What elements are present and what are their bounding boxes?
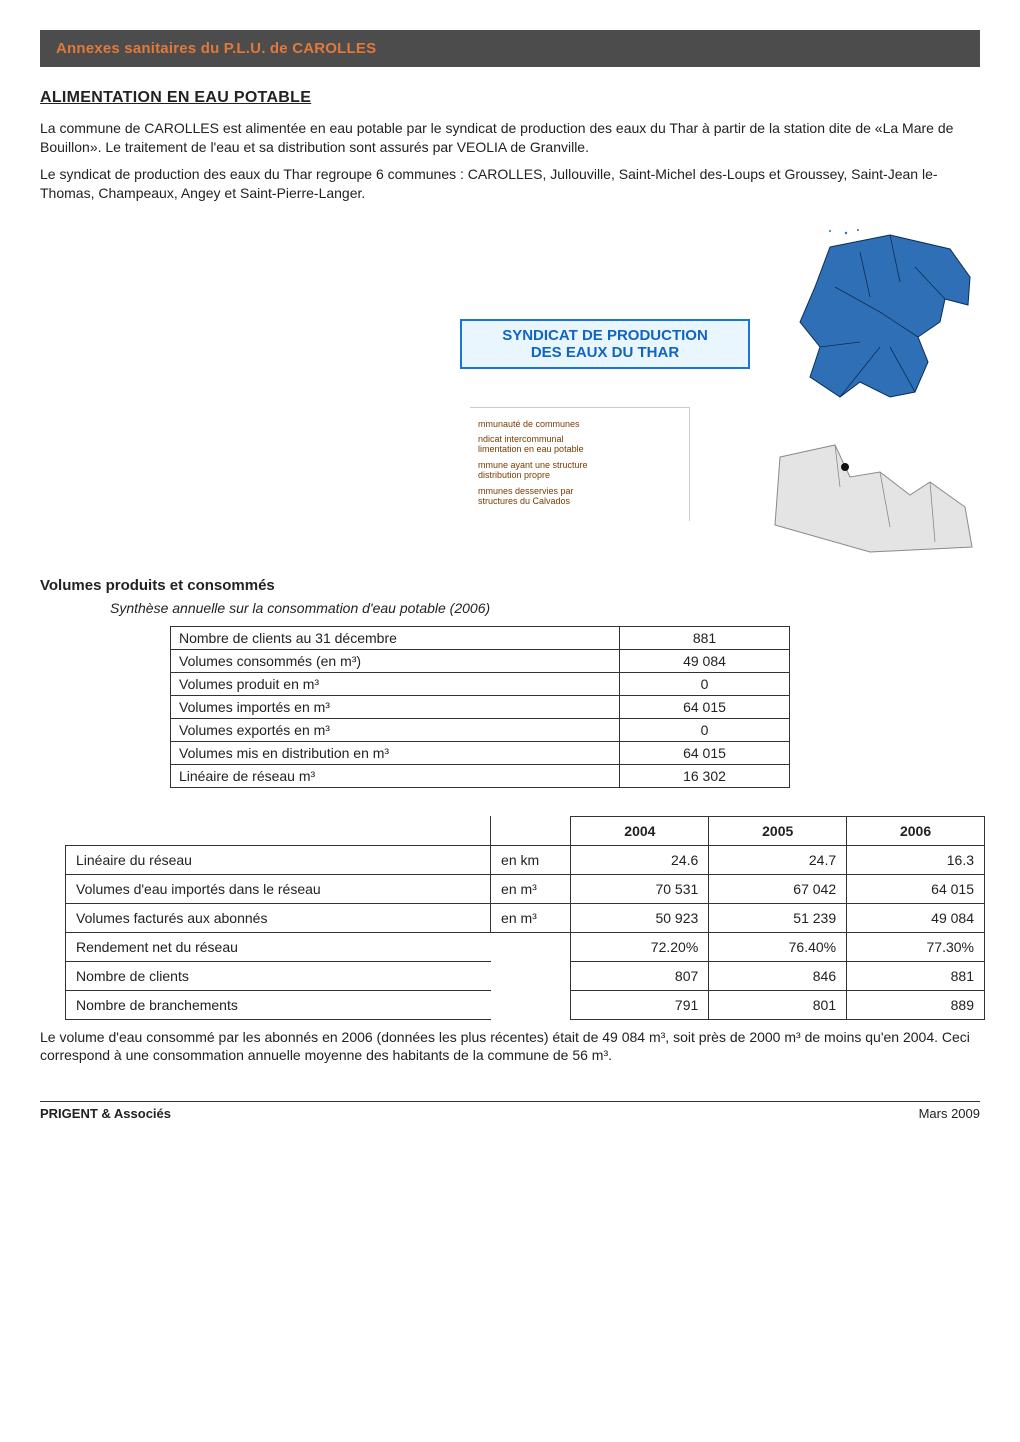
t1-value: 0 [620, 672, 790, 695]
t1-label: Linéaire de réseau m³ [171, 764, 620, 787]
t2-val-2006: 77.30% [847, 932, 985, 961]
legend-item-1: mmunauté de communes [478, 420, 681, 430]
t2-val-2006: 49 084 [847, 903, 985, 932]
intro-para-2: Le syndicat de production des eaux du Th… [40, 165, 980, 203]
synthese-table: Nombre de clients au 31 décembre881Volum… [170, 626, 790, 788]
evolution-table: 2004 2005 2006 Linéaire du réseauen km24… [65, 816, 985, 1020]
t2-label: Rendement net du réseau [66, 932, 491, 961]
t2-label: Volumes d'eau importés dans le réseau [66, 874, 491, 903]
t2-val-2006: 889 [847, 990, 985, 1019]
footer-rule [40, 1101, 980, 1102]
t2-val-2005: 846 [709, 961, 847, 990]
t2-head-2006: 2006 [847, 816, 985, 845]
legend-item-2: ndicat intercommunallimentation en eau p… [478, 435, 681, 455]
t2-val-2006: 64 015 [847, 874, 985, 903]
map-svg [740, 227, 980, 557]
table-row: Nombre de branchements 791801889 [66, 990, 985, 1019]
t2-blank-head [66, 816, 491, 845]
table-row: Nombre de clients 807846881 [66, 961, 985, 990]
t1-label: Volumes exportés en m³ [171, 718, 620, 741]
t1-value: 0 [620, 718, 790, 741]
t2-label: Nombre de clients [66, 961, 491, 990]
t2-unit [491, 990, 571, 1019]
t2-head-2005: 2005 [709, 816, 847, 845]
conclusion-para: Le volume d'eau consommé par les abonnés… [40, 1028, 980, 1066]
syndicat-line2: DES EAUX DU THAR [470, 344, 740, 361]
map-figure: SYNDICAT DE PRODUCTION DES EAUX DU THAR … [40, 227, 980, 557]
t2-val-2004: 50 923 [571, 903, 709, 932]
map-legend: mmunauté de communes ndicat intercommuna… [470, 407, 690, 521]
t2-val-2005: 76.40% [709, 932, 847, 961]
t2-label: Volumes facturés aux abonnés [66, 903, 491, 932]
t2-val-2004: 72.20% [571, 932, 709, 961]
t1-value: 881 [620, 626, 790, 649]
t1-value: 64 015 [620, 741, 790, 764]
t2-unit: en m³ [491, 874, 571, 903]
syndicat-callout: SYNDICAT DE PRODUCTION DES EAUX DU THAR [460, 319, 750, 369]
table-row: Volumes produit en m³0 [171, 672, 790, 695]
t2-unit [491, 932, 571, 961]
t2-val-2006: 881 [847, 961, 985, 990]
legend-item-4: mmunes desservies par structures du Calv… [478, 487, 681, 507]
t2-label: Linéaire du réseau [66, 845, 491, 874]
t1-label: Volumes produit en m³ [171, 672, 620, 695]
t1-value: 49 084 [620, 649, 790, 672]
t2-val-2006: 16.3 [847, 845, 985, 874]
t2-val-2005: 51 239 [709, 903, 847, 932]
t1-label: Volumes importés en m³ [171, 695, 620, 718]
t2-val-2005: 67 042 [709, 874, 847, 903]
t2-head-2004: 2004 [571, 816, 709, 845]
table-row: Volumes facturés aux abonnésen m³50 9235… [66, 903, 985, 932]
table-row: Volumes d'eau importés dans le réseauen … [66, 874, 985, 903]
t2-val-2004: 24.6 [571, 845, 709, 874]
table-row: Rendement net du réseau 72.20%76.40%77.30… [66, 932, 985, 961]
t2-val-2004: 807 [571, 961, 709, 990]
volumes-subhead: Volumes produits et consommés [40, 577, 980, 594]
legend-item-3: mmune ayant une structure distribution p… [478, 461, 681, 481]
t1-label: Nombre de clients au 31 décembre [171, 626, 620, 649]
table-row: Linéaire du réseauen km24.624.716.3 [66, 845, 985, 874]
footer-left: PRIGENT & Associés [40, 1106, 171, 1121]
section-heading: ALIMENTATION EN EAU POTABLE [40, 89, 980, 107]
t1-label: Volumes consommés (en m³) [171, 649, 620, 672]
table-row: Linéaire de réseau m³16 302 [171, 764, 790, 787]
table-row: Volumes mis en distribution en m³64 015 [171, 741, 790, 764]
t2-blank-head-2 [491, 816, 571, 845]
table-row: Volumes consommés (en m³)49 084 [171, 649, 790, 672]
t2-val-2004: 791 [571, 990, 709, 1019]
t2-val-2004: 70 531 [571, 874, 709, 903]
t1-value: 16 302 [620, 764, 790, 787]
synthese-caption: Synthèse annuelle sur la consommation d'… [110, 600, 980, 616]
table-row: Volumes importés en m³64 015 [171, 695, 790, 718]
footer-right: Mars 2009 [919, 1106, 980, 1121]
t2-unit: en km [491, 845, 571, 874]
t2-label: Nombre de branchements [66, 990, 491, 1019]
table-row: Volumes exportés en m³0 [171, 718, 790, 741]
t2-unit: en m³ [491, 903, 571, 932]
t2-val-2005: 24.7 [709, 845, 847, 874]
header-banner: Annexes sanitaires du P.L.U. de CAROLLES [40, 30, 980, 67]
t2-unit [491, 961, 571, 990]
t1-value: 64 015 [620, 695, 790, 718]
t2-val-2005: 801 [709, 990, 847, 1019]
table-row: Nombre de clients au 31 décembre881 [171, 626, 790, 649]
t1-label: Volumes mis en distribution en m³ [171, 741, 620, 764]
intro-para-1: La commune de CAROLLES est alimentée en … [40, 119, 980, 157]
syndicat-line1: SYNDICAT DE PRODUCTION [470, 327, 740, 344]
